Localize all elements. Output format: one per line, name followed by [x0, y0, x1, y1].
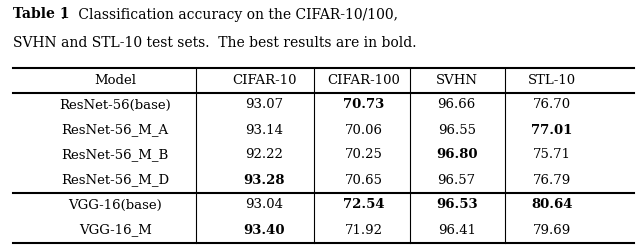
- Text: 96.57: 96.57: [438, 174, 476, 186]
- Text: 70.73: 70.73: [343, 98, 384, 112]
- Text: Model: Model: [94, 74, 136, 86]
- Text: 75.71: 75.71: [532, 148, 571, 162]
- Text: 96.55: 96.55: [438, 124, 476, 136]
- Text: 92.22: 92.22: [245, 148, 283, 162]
- Text: 70.25: 70.25: [344, 148, 383, 162]
- Text: 96.66: 96.66: [438, 98, 476, 112]
- Text: VGG-16(base): VGG-16(base): [68, 198, 162, 211]
- Text: 79.69: 79.69: [532, 224, 571, 236]
- Text: 72.54: 72.54: [343, 198, 385, 211]
- Text: 96.41: 96.41: [438, 224, 476, 236]
- Text: 70.65: 70.65: [344, 174, 383, 186]
- Text: 96.80: 96.80: [436, 148, 477, 162]
- Text: 96.53: 96.53: [436, 198, 477, 211]
- Text: ResNet-56_M_A: ResNet-56_M_A: [61, 124, 169, 136]
- Text: VGG-16_M: VGG-16_M: [79, 224, 152, 236]
- Text: CIFAR-100: CIFAR-100: [327, 74, 400, 86]
- Text: ResNet-56_M_B: ResNet-56_M_B: [61, 148, 169, 162]
- Text: SVHN and STL-10 test sets.  The best results are in bold.: SVHN and STL-10 test sets. The best resu…: [13, 36, 416, 50]
- Text: 80.64: 80.64: [531, 198, 572, 211]
- Text: 93.14: 93.14: [245, 124, 284, 136]
- Text: CIFAR-10: CIFAR-10: [232, 74, 296, 86]
- Text: ResNet-56(base): ResNet-56(base): [60, 98, 171, 112]
- Text: 76.70: 76.70: [532, 98, 571, 112]
- Text: 93.07: 93.07: [245, 98, 284, 112]
- Text: 93.04: 93.04: [245, 198, 284, 211]
- Text: .   Classification accuracy on the CIFAR-10/100,: . Classification accuracy on the CIFAR-1…: [61, 8, 398, 22]
- Text: STL-10: STL-10: [527, 74, 576, 86]
- Text: 93.40: 93.40: [243, 224, 285, 236]
- Text: 77.01: 77.01: [531, 124, 572, 136]
- Text: SVHN: SVHN: [436, 74, 477, 86]
- Text: 71.92: 71.92: [344, 224, 383, 236]
- Text: ResNet-56_M_D: ResNet-56_M_D: [61, 174, 170, 186]
- Text: 76.79: 76.79: [532, 174, 571, 186]
- Text: 70.06: 70.06: [344, 124, 383, 136]
- Text: 93.28: 93.28: [243, 174, 285, 186]
- Text: Table 1: Table 1: [13, 8, 69, 22]
